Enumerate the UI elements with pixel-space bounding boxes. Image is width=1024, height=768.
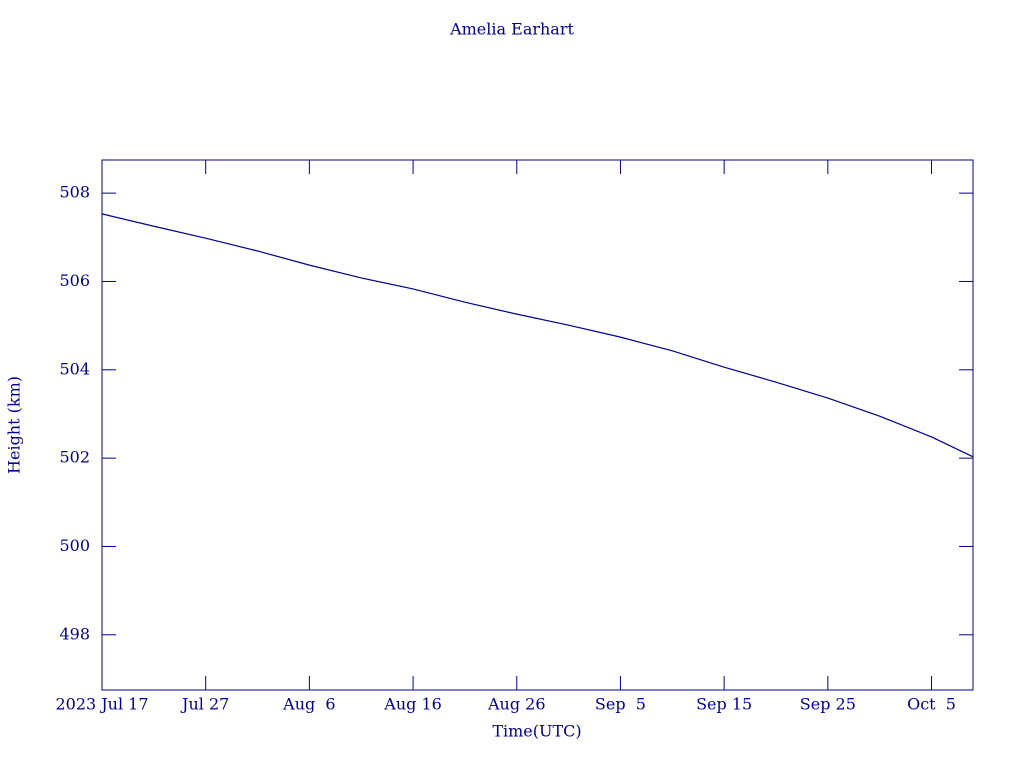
x-tick-label: Oct 5 bbox=[907, 695, 956, 714]
data-line bbox=[101, 213, 974, 458]
y-axis-label: Height (km) bbox=[5, 376, 24, 474]
x-tick-label: Sep 15 bbox=[696, 695, 752, 714]
y-tick-label: 504 bbox=[59, 359, 90, 378]
y-tick-label: 500 bbox=[59, 536, 90, 555]
y-tick-label: 506 bbox=[59, 271, 90, 290]
x-tick-label: Aug 26 bbox=[487, 695, 546, 714]
x-axis-label: Time(UTC) bbox=[492, 722, 581, 741]
x-tick-label: Aug 6 bbox=[282, 695, 335, 714]
x-tick-label: 2023 Jul 17 bbox=[55, 695, 148, 714]
y-tick-label: 498 bbox=[59, 624, 90, 643]
x-tick-label: Aug 16 bbox=[383, 695, 442, 714]
x-tick-label: Sep 25 bbox=[800, 695, 856, 714]
chart-title: Amelia Earhart bbox=[449, 20, 574, 39]
y-tick-label: 508 bbox=[59, 183, 90, 202]
x-tick-label: Jul 27 bbox=[180, 695, 229, 714]
y-tick-label: 502 bbox=[59, 448, 90, 467]
x-tick-label: Sep 5 bbox=[595, 695, 646, 714]
plot-frame bbox=[101, 159, 974, 691]
